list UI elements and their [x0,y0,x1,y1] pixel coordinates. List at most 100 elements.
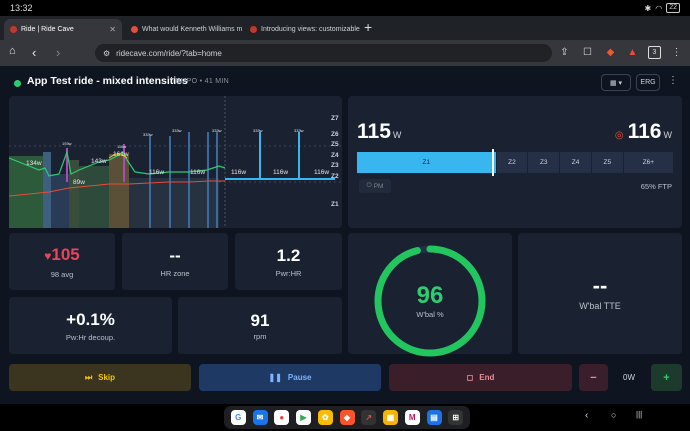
wbal-tte-tile: -- W'bal TTE [518,233,682,354]
layout-view-button[interactable]: ▦ ▾ [601,74,631,91]
menu-icon[interactable]: ⋮ [671,47,682,58]
zone-z4: Z4 [560,152,592,173]
zone-tick: Z4 [331,151,339,159]
forward-icon[interactable]: › [56,45,61,60]
wbal-tile: 96 W'bal % [348,233,512,357]
home-icon[interactable]: ⌂ [9,45,16,57]
tab-count-button[interactable]: 3 [648,46,661,59]
interval-label: 143w [91,158,107,165]
system-nav-bar: G ✉ ● ▶ ✿ ◆ ↗ ▦ M ▤ ⊞ ‹ ○ ||| [0,404,690,431]
photos-app-icon[interactable]: ✿ [317,410,333,425]
zone-tick: Z3 [331,162,339,169]
zone-tick: Z1 [331,201,339,208]
tab-introducing-views[interactable]: Introducing views: customizable ✕ [244,19,362,40]
browser-toolbar: ⌂ ‹ › ⚙ ridecave.com/ride/?tab=home ⇪ ☐ … [0,40,690,66]
power-meter-badge: ⏻ PM [359,179,391,193]
erg-increase-button[interactable]: + [651,364,682,391]
skip-button[interactable]: ⏭ Skip [9,364,191,391]
site-settings-icon[interactable]: ⚙ [103,48,111,58]
bookmark-icon[interactable]: ☐ [583,47,592,58]
skip-icon: ⏭ [84,372,93,382]
power-meter-icon: ⏻ [366,182,372,189]
target-marker [492,149,494,176]
back-nav-icon[interactable]: ‹ [585,410,589,421]
tab-kenneth-williams[interactable]: What would Kenneth Williams m ✕ [125,19,243,40]
live-indicator-icon [14,80,21,87]
play-store-icon[interactable]: ▶ [296,410,311,425]
ride-subtitle: TEMPO • 41 MIN [171,78,229,85]
clock: 13:32 [10,3,33,13]
power-meter-label: PM [373,182,384,190]
address-bar[interactable]: ⚙ ridecave.com/ride/?tab=home [95,44,552,62]
power-profile-chart [8,96,342,228]
favicon-icon [131,26,138,33]
calendar-app-icon[interactable]: ▤ [426,410,442,425]
favicon-icon [250,26,257,33]
decoupling-value: +0.1% [66,309,115,329]
magazine-app-icon[interactable]: M [404,410,420,425]
recents-nav-icon[interactable]: ||| [636,410,643,419]
google-app-icon[interactable]: G [230,410,246,425]
hr-zone-tile: -- HR zone [122,233,228,290]
interval-label: 333w [253,128,263,133]
new-tab-button[interactable]: + [364,19,373,35]
interval-label: 89w [73,179,85,186]
heart-rate-value: ♥105 [44,245,80,266]
brave-rewards-icon[interactable]: ▲ [627,47,638,58]
interval-label: 333w [294,128,304,133]
interval-label: 116w [190,169,206,176]
messages-app-icon[interactable]: ✉ [252,410,268,425]
cadence-tile: 91 rpm [178,297,342,354]
zone-tick: Z2 [331,172,339,180]
erg-mode-button[interactable]: ERG [636,74,660,91]
end-label: End [479,373,495,382]
zone-z3: Z3 [528,152,561,173]
tab-label: What would Kenneth Williams m [142,26,243,33]
heart-rate-label: 98 avg [50,269,74,279]
app-dock: G ✉ ● ▶ ✿ ◆ ↗ ▦ M ▤ ⊞ [224,406,470,429]
wbal-tte-value: -- [592,273,608,298]
tab-ride-cave[interactable]: Ride | Ride Cave ✕ [4,19,122,40]
end-button[interactable]: ◻ End [389,364,572,391]
status-icons: ✱ ◠ 22 [645,3,680,13]
pwr-hr-label: Pwr:HR [275,268,302,278]
zone-z5: Z5 [591,152,624,173]
interval-label: 116w [117,144,127,149]
interval-label: 116w [273,169,289,176]
cadence-label: rpm [253,331,267,341]
interval-label: 161w [113,151,129,158]
close-tab-icon[interactable]: ✕ [109,25,116,34]
zone-tick: Z7 [331,115,339,122]
ride-title: App Test ride - mixed intensities [27,75,188,87]
wbal-gauge-arc [374,245,486,357]
battery-icon: 22 [666,3,680,13]
url-text: ridecave.com/ride/?tab=home [116,48,222,58]
erg-decrease-button[interactable]: − [579,364,608,391]
hr-zone-value: -- [169,245,181,265]
app-grid-icon[interactable]: ⊞ [448,410,464,425]
grid-icon: ▦ ▾ [609,79,623,87]
shortcut-app-icon[interactable]: ↗ [361,410,377,425]
interval-label: 193w [62,141,72,146]
home-nav-icon[interactable]: ○ [611,410,617,420]
power-zone-bar: Z1 Z2 Z3 Z4 Z5 Z6+ [357,152,675,173]
assistant-app-icon[interactable]: ● [274,410,290,425]
more-options-icon[interactable]: ⋮ [668,75,678,86]
back-icon[interactable]: ‹ [32,45,37,60]
hr-zone-label: HR zone [160,268,190,278]
interval-label: 333w [212,128,222,133]
interval-label: 116w [149,169,165,176]
power-panel: 115 W ◎ 116 W Z1 Z2 Z3 Z4 Z5 Z6+ ⏻ PM 65% F… [348,96,682,228]
wbal-label: W'bal % [416,309,444,319]
decoupling-label: Pw:Hr decoup. [65,332,116,342]
power-unit: W [392,130,402,140]
brave-shield-icon[interactable]: ◆ [606,47,615,58]
share-icon[interactable]: ⇪ [560,47,569,58]
interval-label: 333w [143,132,153,137]
target-icon: ◎ [614,130,624,141]
interval-label: 134w [26,160,42,167]
brave-app-icon[interactable]: ◆ [339,410,355,425]
office-app-icon[interactable]: ▦ [383,410,398,425]
workout-chart: Z7 Z6 Z5 Z4 Z3 Z2 Z1 134w 193w 89w 143w … [8,96,342,228]
pause-button[interactable]: ❚❚ Pause [199,364,381,391]
